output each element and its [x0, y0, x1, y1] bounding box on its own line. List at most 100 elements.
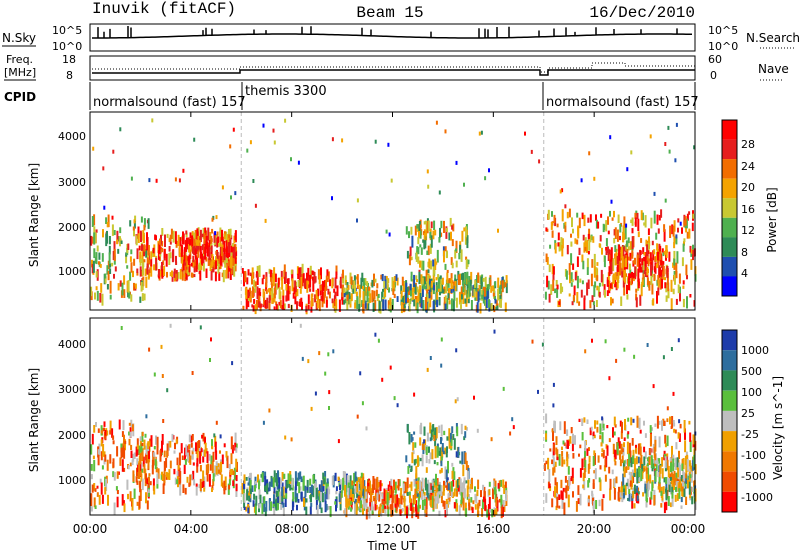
velocity-echo-cell — [116, 496, 119, 508]
velocity-echo-cell — [281, 472, 284, 481]
power-echo-cell — [311, 276, 314, 281]
velocity-echo-cell — [412, 450, 415, 455]
power-echo-cell — [221, 233, 224, 242]
power-sparse-echo — [463, 227, 466, 232]
velocity-echo-cell — [616, 442, 619, 455]
velocity-echo-cell — [294, 486, 297, 500]
power-echo-cell — [450, 257, 453, 265]
power-echo-cell — [637, 278, 640, 289]
velocity-echo-cell — [392, 486, 395, 494]
velocity-echo-cell — [676, 482, 679, 492]
velocity-echo-cell — [379, 504, 382, 513]
velocity-echo-cell — [315, 483, 318, 488]
power-echo-cell — [624, 226, 627, 240]
power-echo-cell — [143, 244, 146, 252]
velocity-echo-cell — [204, 437, 206, 444]
power-echo-cell — [613, 210, 615, 218]
power-echo-cell — [419, 285, 422, 292]
velocity-echo-cell — [563, 502, 566, 515]
power-echo-cell — [256, 286, 259, 300]
power-echo-cell — [382, 288, 384, 292]
velocity-echo-cell — [445, 469, 448, 483]
velocity-echo-cell — [556, 456, 559, 461]
power-echo-cell — [175, 273, 178, 281]
power-sparse-echo — [356, 198, 359, 203]
velocity-echo-cell — [565, 444, 567, 449]
velocity-echo-cell — [178, 478, 181, 485]
power-echo-cell — [405, 293, 407, 304]
power-sparse-echo — [679, 221, 682, 226]
velocity-sparse-echo — [219, 434, 222, 439]
velocity-echo-cell — [466, 470, 469, 480]
velocity-echo-cell — [424, 439, 427, 451]
velocity-echo-cell — [209, 464, 212, 471]
power-echo-cell — [683, 220, 686, 228]
velocity-echo-cell — [211, 488, 213, 492]
power-echo-cell — [164, 234, 166, 247]
velocity-echo-cell — [630, 461, 633, 468]
power-echo-cell — [655, 263, 658, 269]
velocity-echo-cell — [602, 449, 605, 459]
power-echo-cell — [634, 217, 637, 227]
beam-title: Beam 15 — [356, 4, 423, 22]
freq-trace — [92, 69, 695, 76]
cpid-segment-1: normalsound (fast) 157 — [93, 95, 246, 110]
power-echo-cell — [493, 281, 496, 287]
power-echo-cell — [256, 272, 259, 278]
velocity-echo-cell — [619, 420, 622, 427]
power-echo-cell — [631, 217, 634, 226]
velocity-echo-cell — [452, 434, 455, 440]
velocity-echo-cell — [451, 426, 454, 434]
velocity-echo-cell — [635, 447, 638, 454]
velocity-sparse-echo — [332, 349, 335, 354]
velocity-sparse-echo — [301, 356, 304, 361]
power-colorbar-swatch — [722, 256, 737, 277]
power-echo-cell — [184, 262, 187, 273]
power-echo-cell — [578, 301, 581, 306]
power-echo-cell — [555, 280, 558, 287]
power-echo-cell — [685, 264, 688, 276]
velocity-echo-cell — [643, 420, 645, 426]
power-echo-cell — [106, 222, 109, 228]
power-sparse-echo — [264, 218, 267, 223]
power-echo-cell — [362, 291, 365, 304]
velocity-echo-cell — [161, 471, 163, 476]
power-echo-cell — [429, 279, 432, 292]
velocity-echo-cell — [346, 495, 349, 508]
power-echo-cell — [623, 269, 626, 283]
velocity-sparse-echo — [562, 440, 565, 445]
velocity-echo-cell — [116, 490, 119, 495]
power-echo-cell — [230, 252, 233, 257]
velocity-echo-cell — [382, 504, 385, 511]
velocity-echo-cell — [405, 455, 408, 463]
power-sparse-echo — [667, 125, 670, 130]
power-echo-cell — [457, 274, 460, 285]
velocity-echo-cell — [230, 436, 233, 450]
power-sparse-echo — [388, 232, 391, 237]
velocity-sparse-echo — [591, 338, 593, 343]
velocity-echo-cell — [254, 503, 257, 515]
power-echo-cell — [646, 277, 649, 285]
power-echo-cell — [241, 268, 244, 274]
velocity-echo-cell — [545, 460, 548, 465]
velocity-sparse-echo — [191, 371, 194, 375]
velocity-echo-cell — [263, 501, 265, 512]
power-echo-cell — [446, 269, 449, 273]
velocity-echo-cell — [150, 435, 153, 447]
velocity-echo-cell — [677, 432, 680, 439]
velocity-echo-cell — [183, 464, 186, 474]
velocity-echo-cell — [428, 483, 431, 494]
velocity-echo-cell — [553, 464, 556, 473]
velocity-echo-cell — [406, 424, 409, 433]
power-echo-cell — [556, 223, 559, 228]
power-echo-cell — [683, 214, 686, 226]
power-echo-cell — [639, 249, 642, 262]
velocity-sparse-echo — [374, 332, 377, 337]
velocity-echo-cell — [456, 490, 458, 497]
velocity-echo-cell — [631, 475, 633, 487]
velocity-echo-cell — [276, 496, 279, 509]
velocity-echo-cell — [545, 433, 547, 440]
velocity-echo-cell — [319, 501, 322, 508]
power-y-axis: 1000 2000 3000 4000 — [58, 130, 86, 278]
velocity-echo-cell — [477, 502, 480, 509]
